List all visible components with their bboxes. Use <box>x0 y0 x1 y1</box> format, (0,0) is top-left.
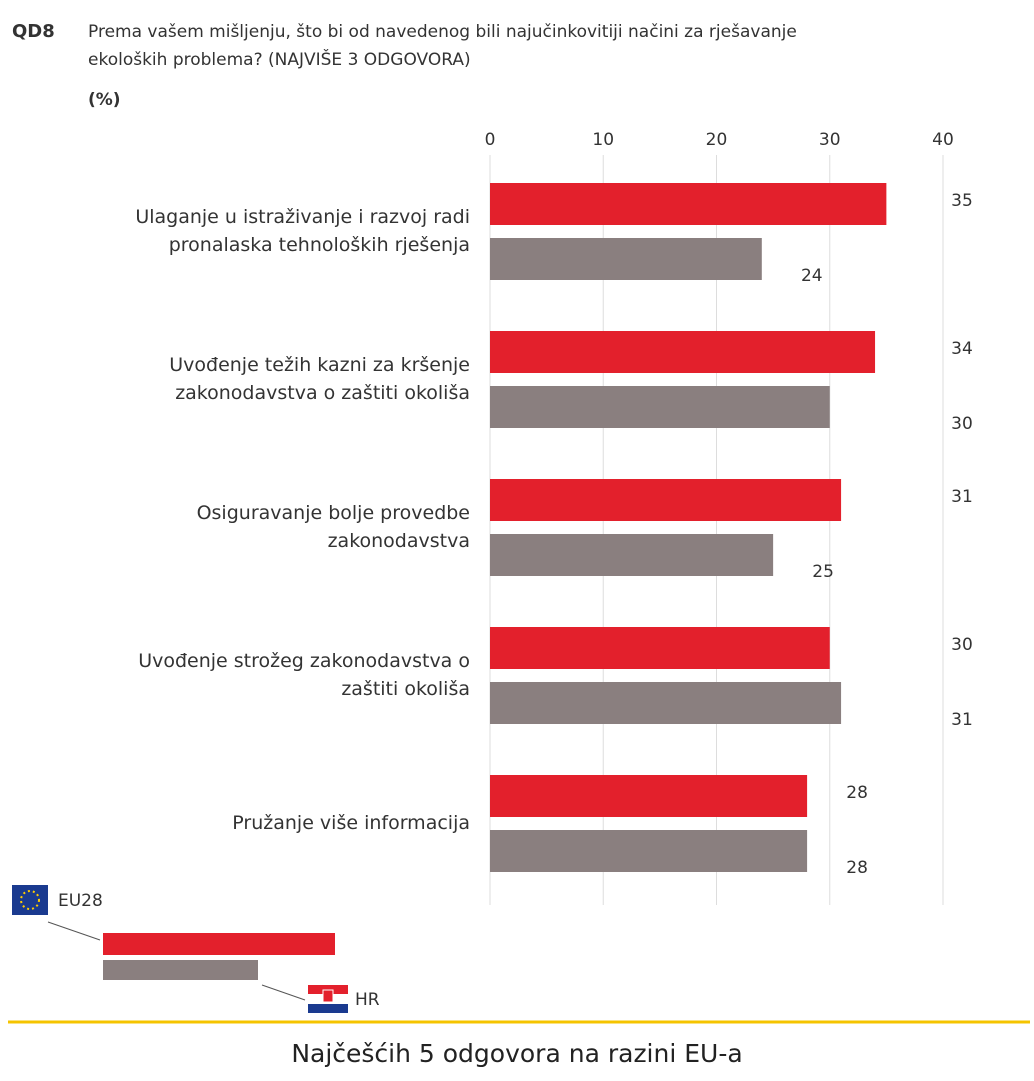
category-label: Uvođenje težih kazni za kršenje <box>169 354 470 376</box>
legend-pointer <box>261 984 306 1001</box>
x-tick-label: 10 <box>592 130 614 150</box>
bar <box>490 331 876 373</box>
value-label: 25 <box>812 562 834 582</box>
category-label: Uvođenje strožeg zakonodavstva o <box>138 650 470 672</box>
value-label: 30 <box>951 635 973 655</box>
hr-flag <box>308 1004 348 1013</box>
category-label: Pružanje više informacija <box>232 812 470 834</box>
value-label: 28 <box>846 783 868 803</box>
value-label: 30 <box>951 414 973 434</box>
bar <box>490 534 774 576</box>
eu-flag <box>12 885 48 915</box>
value-label: 35 <box>951 191 973 211</box>
legend-swatch <box>103 960 258 980</box>
question-code: QD8 <box>12 21 55 42</box>
value-label: 24 <box>801 266 823 286</box>
value-label: 28 <box>846 858 868 878</box>
chart-title-line: ekoloških problema? (NAJVIŠE 3 ODGOVORA) <box>88 48 471 70</box>
category-label: zakonodavstva <box>328 530 470 552</box>
bar <box>490 682 842 724</box>
chart-title-line: Prema vašem mišljenju, što bi od naveden… <box>88 22 797 42</box>
legend-label: HR <box>355 990 380 1010</box>
category-label: zakonodavstva o zaštiti okoliša <box>175 382 470 404</box>
x-tick-label: 0 <box>485 130 496 150</box>
bar <box>490 775 808 817</box>
x-tick-label: 20 <box>706 130 728 150</box>
legend: EU28 HR <box>12 885 380 1013</box>
x-tick-label: 30 <box>819 130 841 150</box>
category-label: Ulaganje u istraživanje i razvoj radi <box>135 206 470 228</box>
value-label: 31 <box>951 710 973 730</box>
bar <box>490 830 808 872</box>
bar <box>490 479 842 521</box>
hr-flag-shield <box>322 989 334 1003</box>
value-label: 31 <box>951 487 973 507</box>
chart-subtitle: (%) <box>88 90 121 110</box>
legend-label: EU28 <box>58 891 103 911</box>
category-label: Osiguravanje bolje provedbe <box>197 502 470 524</box>
bar <box>490 238 762 280</box>
bar <box>490 627 830 669</box>
bar <box>490 183 887 225</box>
x-tick-label: 40 <box>932 130 954 150</box>
eu-flag-stars <box>20 890 40 910</box>
category-label: pronalaska tehnoloških rješenja <box>169 234 470 256</box>
footer: Najčešćih 5 odgovora na razini EU-a <box>291 1039 742 1068</box>
legend-pointer <box>47 921 101 941</box>
value-label: 34 <box>951 339 973 359</box>
bar <box>490 386 830 428</box>
category-label: zaštiti okoliša <box>341 678 470 700</box>
legend-swatch <box>103 933 335 955</box>
